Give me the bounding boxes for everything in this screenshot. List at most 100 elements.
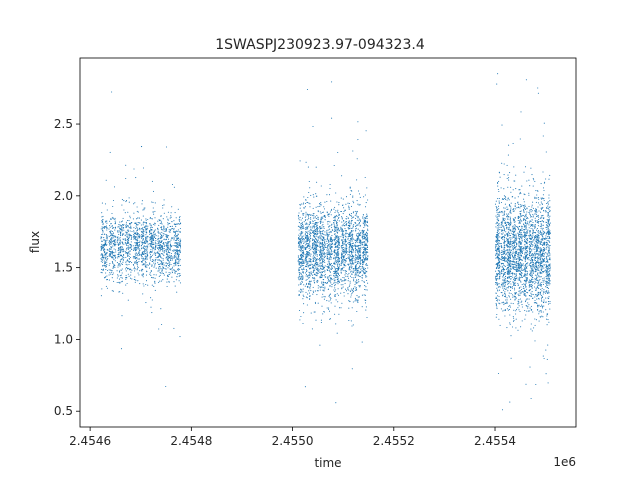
data-point bbox=[162, 233, 164, 235]
data-point bbox=[106, 264, 108, 266]
data-point bbox=[113, 263, 115, 266]
data-point bbox=[356, 249, 358, 251]
data-point bbox=[141, 203, 143, 205]
data-point bbox=[169, 217, 171, 219]
data-point bbox=[112, 290, 114, 292]
data-point bbox=[154, 259, 156, 261]
data-point bbox=[177, 259, 180, 261]
data-point bbox=[152, 233, 154, 235]
data-point bbox=[157, 235, 159, 237]
data-point bbox=[136, 210, 138, 212]
data-point bbox=[503, 295, 506, 298]
data-point bbox=[534, 278, 536, 280]
data-point bbox=[513, 258, 515, 260]
data-point bbox=[350, 245, 352, 247]
data-point bbox=[329, 252, 331, 255]
data-point bbox=[102, 256, 104, 258]
data-point bbox=[310, 217, 312, 219]
data-point bbox=[354, 272, 356, 274]
data-point bbox=[345, 231, 347, 233]
data-point bbox=[305, 247, 307, 249]
data-point bbox=[532, 221, 534, 224]
data-point bbox=[548, 276, 550, 278]
data-point bbox=[341, 229, 343, 231]
data-point bbox=[301, 277, 303, 279]
data-point bbox=[361, 238, 364, 240]
data-point bbox=[366, 224, 368, 227]
data-point bbox=[546, 253, 548, 255]
data-point bbox=[351, 256, 353, 258]
data-point bbox=[316, 275, 318, 277]
data-point bbox=[313, 215, 315, 217]
data-point bbox=[337, 288, 339, 290]
data-point bbox=[328, 265, 330, 267]
data-point bbox=[168, 229, 170, 231]
data-point bbox=[356, 257, 358, 260]
data-point bbox=[345, 265, 347, 267]
data-point bbox=[338, 237, 340, 239]
data-point bbox=[337, 249, 339, 251]
data-point bbox=[362, 230, 364, 232]
data-point bbox=[326, 256, 328, 258]
data-point bbox=[102, 219, 104, 221]
data-point bbox=[344, 248, 346, 250]
data-point bbox=[335, 249, 337, 251]
data-point bbox=[110, 233, 112, 235]
data-point bbox=[538, 239, 540, 241]
data-point bbox=[169, 254, 171, 256]
data-point bbox=[149, 224, 151, 226]
data-point bbox=[341, 269, 343, 271]
data-point bbox=[313, 278, 315, 280]
data-point bbox=[513, 219, 515, 221]
data-point bbox=[125, 164, 127, 166]
data-point bbox=[132, 255, 134, 257]
data-point bbox=[300, 234, 302, 236]
data-point bbox=[300, 278, 302, 280]
data-point bbox=[336, 255, 338, 257]
data-point bbox=[167, 224, 169, 226]
data-point bbox=[346, 215, 348, 218]
data-point bbox=[309, 275, 311, 277]
data-point bbox=[338, 220, 340, 222]
data-point bbox=[163, 204, 165, 206]
data-point bbox=[149, 233, 152, 235]
data-point bbox=[508, 199, 510, 201]
data-point bbox=[129, 217, 131, 219]
data-point bbox=[176, 253, 178, 255]
data-point bbox=[150, 244, 152, 246]
data-point bbox=[299, 258, 301, 260]
data-point bbox=[303, 261, 305, 263]
data-point bbox=[300, 251, 302, 253]
data-point bbox=[345, 275, 347, 277]
data-point bbox=[313, 270, 315, 272]
data-point bbox=[177, 269, 180, 271]
data-point bbox=[142, 263, 145, 265]
data-point bbox=[174, 235, 176, 237]
data-point bbox=[354, 261, 356, 263]
data-point bbox=[146, 250, 148, 252]
data-point bbox=[353, 255, 355, 257]
data-point bbox=[317, 232, 319, 234]
data-point bbox=[306, 282, 308, 284]
data-point bbox=[358, 296, 360, 298]
data-point bbox=[361, 252, 364, 254]
data-point bbox=[149, 222, 151, 225]
data-point bbox=[116, 277, 118, 279]
data-point bbox=[173, 239, 175, 241]
data-point bbox=[340, 254, 343, 256]
data-point bbox=[304, 232, 306, 234]
data-point bbox=[168, 260, 170, 262]
data-point bbox=[352, 200, 354, 202]
data-point bbox=[125, 261, 127, 263]
data-point bbox=[520, 326, 522, 328]
data-point bbox=[127, 235, 129, 237]
data-point bbox=[166, 258, 168, 261]
data-point bbox=[112, 205, 114, 208]
data-point bbox=[313, 235, 315, 237]
data-point bbox=[313, 227, 315, 229]
data-point bbox=[362, 236, 364, 238]
data-point bbox=[343, 257, 345, 259]
data-point bbox=[123, 209, 125, 211]
data-point bbox=[363, 258, 365, 260]
data-point bbox=[154, 265, 156, 267]
